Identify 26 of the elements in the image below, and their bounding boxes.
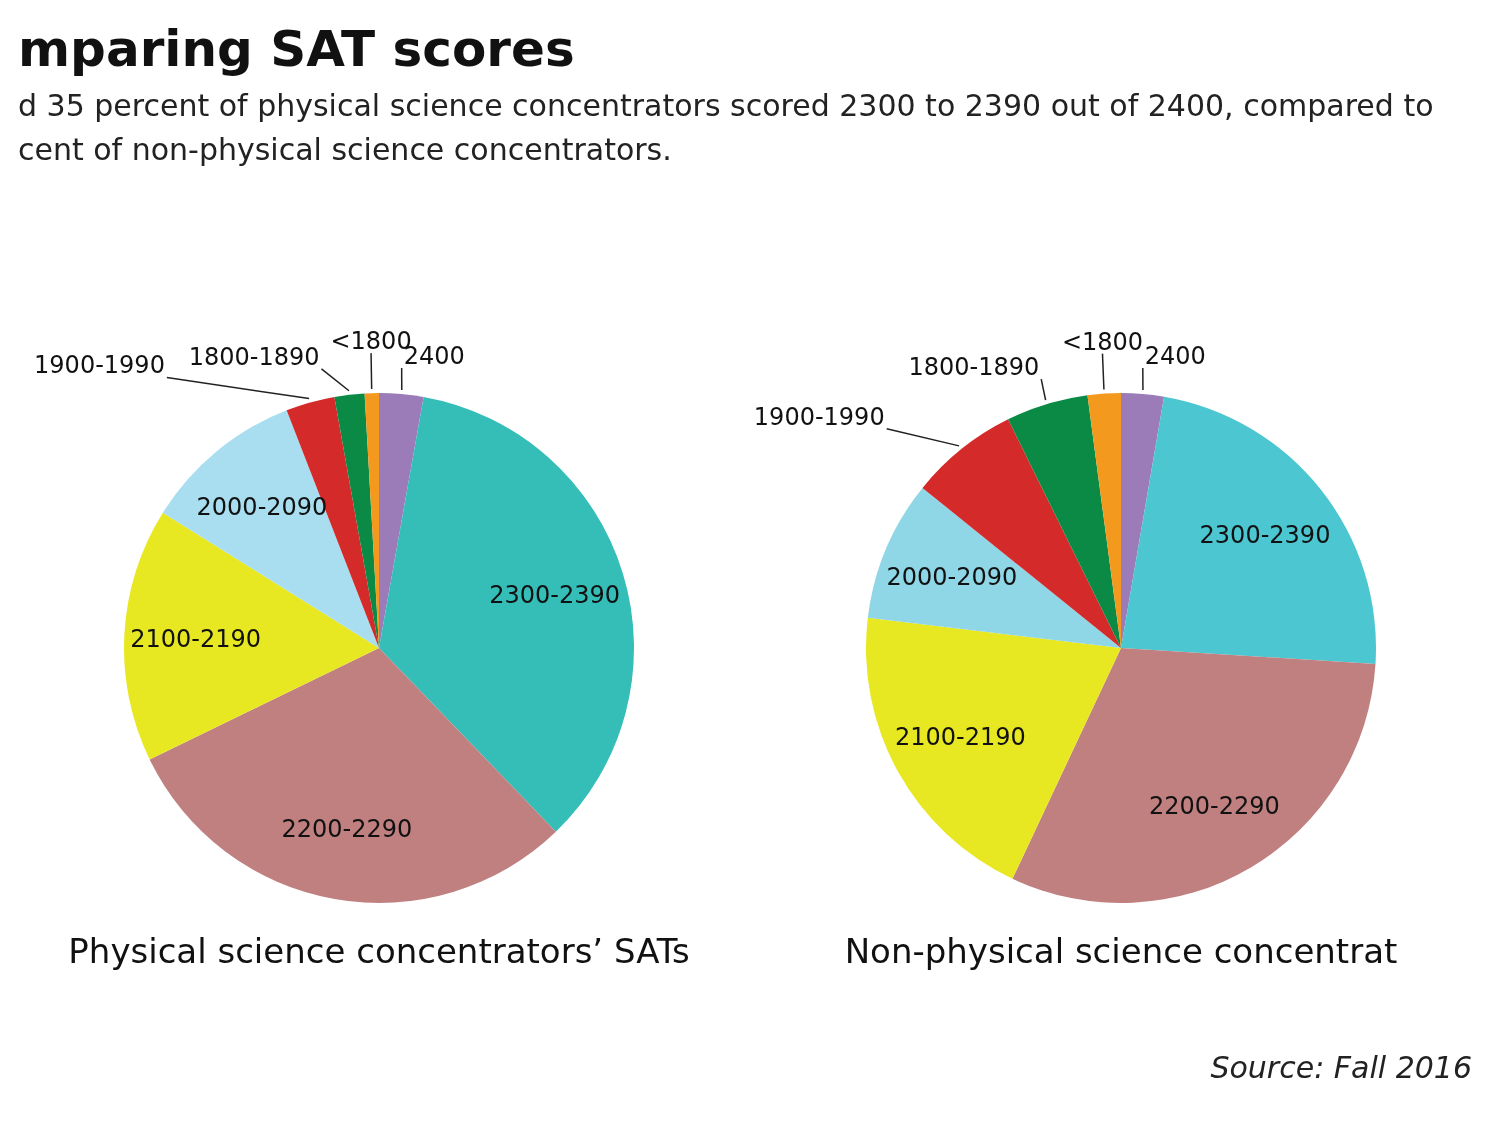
- source-note: Source: Fall 2016: [1210, 1050, 1472, 1085]
- pie-slice: [1121, 396, 1376, 665]
- slice-label: 1800-1890: [908, 353, 1040, 382]
- pie-slice: [149, 648, 556, 903]
- slice-label: 2000-2090: [886, 563, 1018, 592]
- slice-label: 2300-2390: [1199, 520, 1331, 549]
- slice-label: 2100-2190: [894, 723, 1026, 752]
- slice-label: 2200-2290: [1149, 792, 1280, 821]
- text: Non-physical science concentrat: [844, 931, 1398, 971]
- slice-label: 1900-1990: [34, 351, 165, 380]
- chart-title: mparing SAT scores: [18, 20, 575, 78]
- slice-label: 2200-2290: [281, 815, 413, 844]
- text: d 35 percent of physical science concentrators scored 2300 to 2390 out of 2400, compared to cent of non-physical science concentrators.: [18, 88, 1434, 167]
- pie-slice: [1121, 393, 1165, 648]
- slice-label: <1800: [1061, 327, 1144, 356]
- slice-label: 1900-1990: [753, 402, 885, 431]
- slice-label: 2300-2390: [489, 580, 621, 609]
- slice-label: 2000-2090: [196, 492, 328, 521]
- pie-slice: [866, 617, 1121, 879]
- pie-slice: [379, 393, 424, 648]
- slice-label: 2400: [1144, 342, 1206, 371]
- slice-label: 1800-1890: [188, 342, 320, 371]
- pie-slice: [334, 393, 379, 648]
- text: Physical science concentrators’ SATs: [68, 931, 690, 971]
- slice-label: 2100-2190: [130, 624, 262, 653]
- pie-slice: [867, 487, 1121, 648]
